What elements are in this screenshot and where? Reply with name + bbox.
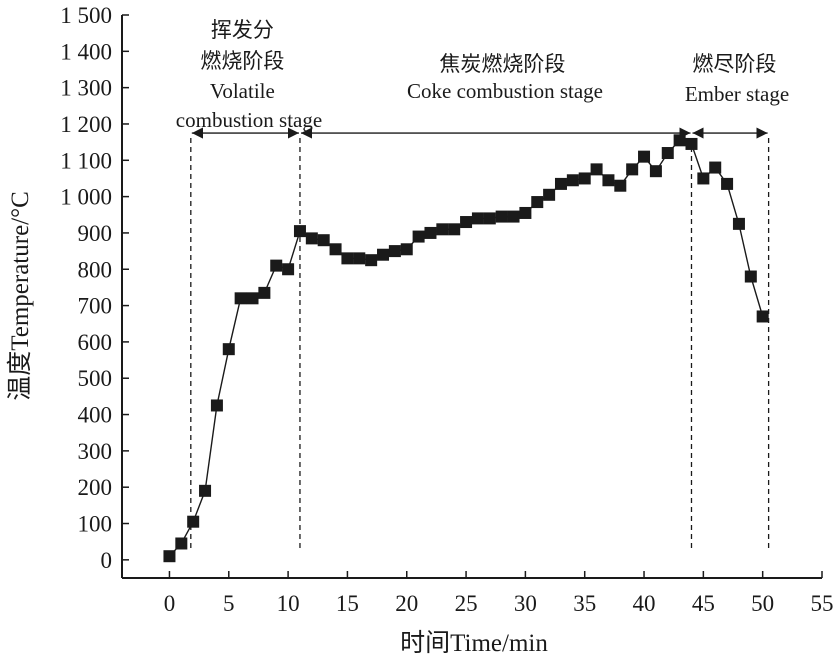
data-point — [293, 225, 306, 238]
data-point — [543, 188, 556, 201]
data-point — [258, 286, 271, 299]
y-tick-label: 1 200 — [60, 112, 112, 137]
data-point — [673, 134, 686, 147]
data-point — [460, 216, 473, 229]
x-axis-title: 时间Time/min — [400, 629, 548, 657]
data-point — [519, 206, 532, 219]
data-point — [721, 177, 734, 190]
data-point — [590, 163, 603, 176]
stage-boundary-lines — [190, 138, 770, 552]
temperature-data-points — [163, 134, 769, 563]
y-tick-label: 900 — [78, 221, 113, 246]
x-tick-label: 20 — [395, 591, 418, 616]
data-point — [199, 484, 212, 497]
y-tick-label: 400 — [78, 403, 113, 428]
data-point — [614, 179, 627, 192]
y-tick-label: 1 100 — [60, 148, 112, 173]
y-tick-label: 500 — [78, 366, 113, 391]
y-tick-label: 100 — [78, 512, 113, 537]
y-tick-label: 1 000 — [60, 185, 112, 210]
data-point — [626, 163, 639, 176]
data-point — [554, 177, 567, 190]
data-point — [697, 172, 710, 185]
y-tick-label: 600 — [78, 330, 113, 355]
data-point — [246, 292, 259, 305]
y-axis-ticks: 0 100 200 300 400 500 600 700 800 900 1 000 1 100 1 … — [60, 3, 129, 573]
data-point — [365, 254, 378, 267]
x-tick-label: 50 — [751, 591, 774, 616]
data-point — [495, 210, 508, 223]
x-tick-label: 15 — [336, 591, 359, 616]
data-point — [234, 292, 247, 305]
data-point — [222, 343, 235, 356]
data-point — [531, 196, 544, 209]
x-tick-label: 25 — [455, 591, 478, 616]
data-point — [471, 212, 484, 225]
data-point — [377, 248, 390, 261]
data-point — [317, 234, 330, 247]
data-point — [270, 259, 283, 272]
data-point — [566, 174, 579, 187]
y-tick-label: 1 300 — [60, 76, 112, 101]
data-point — [448, 223, 461, 236]
data-point — [483, 212, 496, 225]
x-axis-ticks: 0 5 10 15 20 25 30 35 40 45 50 55 — [164, 571, 834, 616]
x-tick-label: 40 — [633, 591, 656, 616]
x-tick-label: 55 — [811, 591, 834, 616]
annotation-coke-stage: 焦炭燃烧阶段 Coke combustion stage — [407, 52, 603, 103]
data-point — [578, 172, 591, 185]
data-point — [388, 245, 401, 258]
data-point — [732, 217, 745, 230]
data-point — [341, 252, 354, 265]
data-point — [602, 174, 615, 187]
data-point — [282, 263, 295, 276]
y-tick-label: 200 — [78, 475, 113, 500]
data-point — [661, 147, 674, 160]
y-axis-title: 温度Temperature/°C — [6, 191, 34, 401]
y-tick-label: 0 — [101, 548, 113, 573]
y-tick-label: 700 — [78, 294, 113, 319]
data-point — [436, 223, 449, 236]
data-point — [685, 137, 698, 150]
data-point — [638, 150, 651, 163]
x-tick-label: 35 — [573, 591, 596, 616]
y-tick-label: 1 400 — [60, 39, 112, 64]
y-tick-label: 300 — [78, 439, 113, 464]
data-point — [329, 243, 342, 256]
y-tick-label: 1 500 — [60, 3, 112, 28]
annotation-ember-stage: 燃尽阶段 Ember stage — [685, 52, 789, 106]
data-point — [353, 252, 366, 265]
data-point — [210, 399, 223, 412]
x-tick-label: 0 — [164, 591, 176, 616]
temperature-series-line — [168, 139, 764, 557]
x-tick-label: 45 — [692, 591, 715, 616]
x-tick-label: 5 — [223, 591, 235, 616]
annotation-volatile-stage: 挥发分 燃烧阶段 Volatile combustion stage — [176, 18, 322, 132]
data-point — [709, 161, 722, 174]
data-point — [649, 165, 662, 178]
data-point — [424, 226, 437, 239]
x-tick-label: 30 — [514, 591, 537, 616]
data-point — [756, 310, 769, 323]
x-tick-label: 10 — [277, 591, 300, 616]
data-point — [163, 550, 176, 563]
data-point — [400, 243, 413, 256]
data-point — [412, 230, 425, 243]
data-point — [187, 515, 200, 528]
y-tick-label: 800 — [78, 257, 113, 282]
data-point — [175, 537, 188, 550]
data-point — [305, 232, 318, 245]
data-point — [507, 210, 520, 223]
data-point — [744, 270, 757, 283]
